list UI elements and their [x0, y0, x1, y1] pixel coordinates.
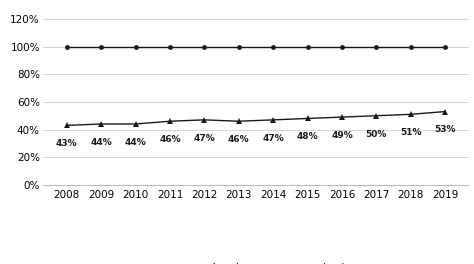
- EU (28): [167, 45, 173, 48]
- EU (28): [374, 45, 379, 48]
- Text: 47%: 47%: [262, 134, 284, 143]
- EU (28): [408, 45, 414, 48]
- Bulgaria: [167, 120, 173, 123]
- EU (28): [236, 45, 242, 48]
- EU (28): [98, 45, 104, 48]
- Text: 50%: 50%: [365, 130, 387, 139]
- Text: 49%: 49%: [331, 131, 353, 140]
- Text: 53%: 53%: [435, 125, 456, 134]
- Text: 44%: 44%: [90, 138, 112, 147]
- EU (28): [339, 45, 345, 48]
- Text: 51%: 51%: [400, 128, 421, 137]
- Bulgaria: [305, 117, 310, 120]
- EU (28): [64, 45, 70, 48]
- Text: 44%: 44%: [125, 138, 146, 147]
- Line: Bulgaria: Bulgaria: [64, 109, 448, 129]
- Text: 46%: 46%: [159, 135, 181, 144]
- Bulgaria: [236, 120, 242, 123]
- EU (28): [201, 45, 207, 48]
- Bulgaria: [374, 114, 379, 117]
- Bulgaria: [133, 122, 138, 126]
- Legend: Bulgaria, EU (28): Bulgaria, EU (28): [161, 258, 351, 264]
- Bulgaria: [98, 122, 104, 126]
- Bulgaria: [408, 113, 414, 116]
- Text: 46%: 46%: [228, 135, 250, 144]
- Text: 43%: 43%: [56, 139, 78, 148]
- EU (28): [305, 45, 310, 48]
- Bulgaria: [339, 116, 345, 119]
- Text: 48%: 48%: [297, 132, 319, 141]
- EU (28): [442, 45, 448, 48]
- Bulgaria: [270, 118, 276, 121]
- EU (28): [270, 45, 276, 48]
- Bulgaria: [201, 118, 207, 121]
- Line: EU (28): EU (28): [64, 44, 447, 49]
- Bulgaria: [64, 124, 70, 127]
- Text: 47%: 47%: [193, 134, 215, 143]
- EU (28): [133, 45, 138, 48]
- Bulgaria: [442, 110, 448, 113]
